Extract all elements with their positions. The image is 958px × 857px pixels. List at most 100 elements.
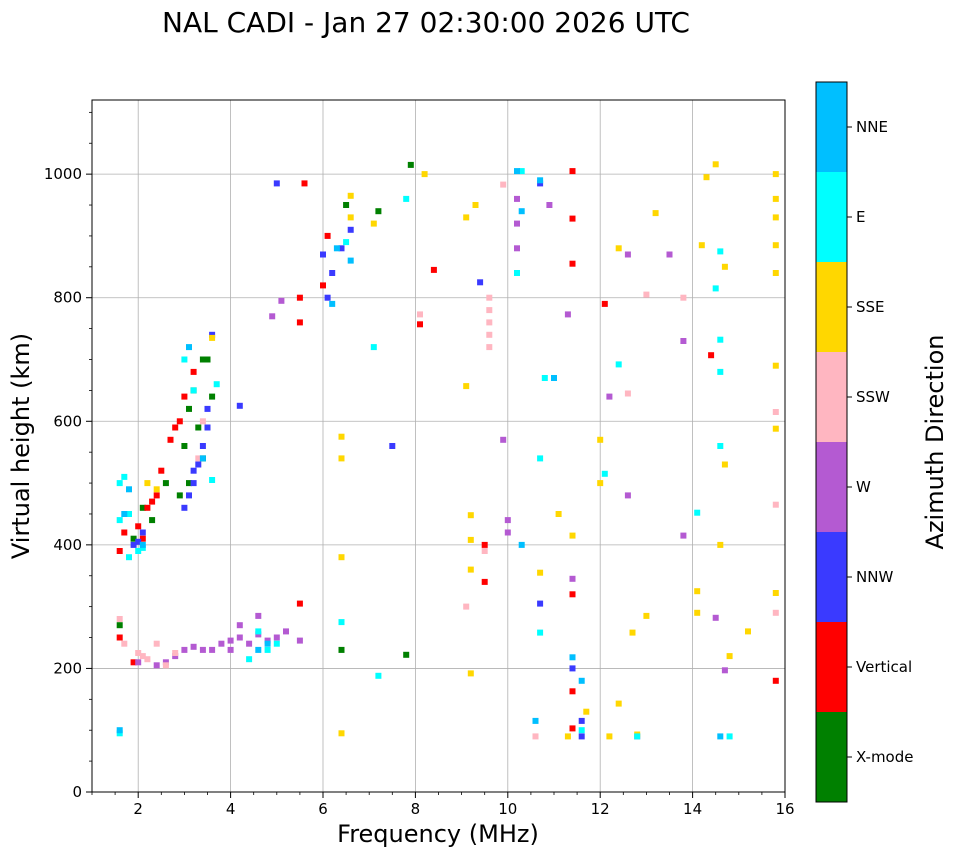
point-nne [186, 344, 192, 351]
point-vertical [569, 260, 576, 267]
point-x-mode [186, 405, 192, 412]
point-w [255, 612, 262, 619]
point-sse [772, 270, 779, 276]
point-e [273, 640, 280, 647]
point-sse [772, 590, 779, 596]
point-w [514, 195, 520, 202]
colorbar-segment [816, 172, 847, 262]
point-sse [772, 425, 779, 432]
point-e [615, 361, 622, 368]
point-sse [421, 171, 428, 178]
point-sse [569, 532, 576, 539]
point-vertical [190, 368, 197, 375]
point-vertical [167, 436, 174, 443]
point-vertical [135, 523, 142, 530]
point-ssw [195, 455, 202, 462]
point-w [172, 653, 179, 660]
point-vertical [149, 498, 156, 505]
colorbar-tick-label: NNW [856, 568, 893, 586]
point-sse [463, 214, 470, 221]
point-vertical [139, 535, 146, 542]
point-nnw [347, 226, 354, 233]
point-nnw [135, 538, 142, 545]
point-nne [121, 511, 128, 517]
point-w [606, 393, 613, 400]
point-sse [772, 362, 779, 369]
point-nne [199, 455, 206, 462]
point-ssw [135, 650, 142, 656]
point-e [717, 336, 724, 343]
point-w [680, 532, 687, 539]
point-x-mode [186, 480, 192, 487]
point-w [227, 637, 234, 644]
point-e [717, 248, 724, 255]
point-nnw [195, 461, 202, 468]
point-e [135, 548, 142, 554]
point-nnw [186, 492, 192, 499]
colorbar-tick-label: X-mode [856, 748, 913, 766]
point-x-mode [209, 393, 216, 400]
point-w [153, 662, 160, 669]
point-nne [717, 733, 724, 740]
point-w [283, 628, 289, 635]
point-ssw [417, 311, 423, 318]
colorbar-tick-label: SSW [856, 388, 890, 406]
point-w [564, 311, 571, 318]
point-vertical [176, 418, 183, 425]
point-e [712, 285, 719, 292]
point-x-mode [149, 517, 156, 524]
point-ssw [121, 640, 128, 647]
point-ssw [481, 548, 488, 554]
point-sse [745, 628, 751, 635]
point-sse [209, 334, 216, 341]
point-w [278, 297, 285, 304]
point-w [296, 637, 303, 644]
point-sse [717, 541, 724, 548]
point-vertical [130, 659, 137, 666]
point-nnw [130, 541, 137, 548]
point-ssw [116, 616, 123, 622]
point-e [717, 443, 724, 449]
colorbar-tick-label: E [856, 208, 865, 226]
point-e [375, 672, 382, 679]
point-nnw [324, 294, 331, 301]
point-w [514, 220, 520, 227]
point-vertical [708, 352, 715, 359]
x-tick-label: 6 [318, 800, 328, 818]
point-e [537, 629, 544, 636]
point-w [624, 251, 631, 258]
colorbar-label: Azimuth Direction [921, 335, 949, 550]
point-ssw [532, 733, 539, 740]
x-tick-label: 14 [683, 800, 702, 818]
point-vertical [301, 180, 308, 187]
point-w [624, 492, 631, 499]
point-nne [255, 646, 262, 653]
point-w [569, 575, 576, 582]
point-w [514, 245, 520, 252]
point-e [726, 733, 733, 740]
chart-title: NAL CADI - Jan 27 02:30:00 2026 UTC [162, 6, 690, 39]
point-e [370, 344, 377, 351]
point-nnw [389, 443, 396, 449]
point-nne [126, 486, 132, 493]
point-sse [721, 263, 728, 270]
point-vertical [569, 688, 576, 695]
point-w [500, 436, 507, 443]
x-axis-ticks: 2 4 6 8 10 12 14 16 [91, 792, 795, 818]
point-e [514, 270, 520, 276]
point-e [246, 656, 253, 663]
point-sse [712, 161, 719, 168]
point-vertical [144, 504, 151, 511]
colorbar-segment [816, 352, 847, 442]
point-sse [347, 192, 354, 199]
point-e [116, 480, 123, 487]
point-ssw [486, 331, 493, 338]
point-ssw [162, 662, 169, 669]
point-e [338, 619, 345, 626]
point-nnw [578, 733, 585, 740]
colorbar-segment [816, 622, 847, 712]
point-sse [772, 242, 779, 249]
y-tick-label: 1000 [44, 165, 82, 183]
point-ssw [500, 181, 507, 188]
point-vertical [430, 266, 437, 273]
